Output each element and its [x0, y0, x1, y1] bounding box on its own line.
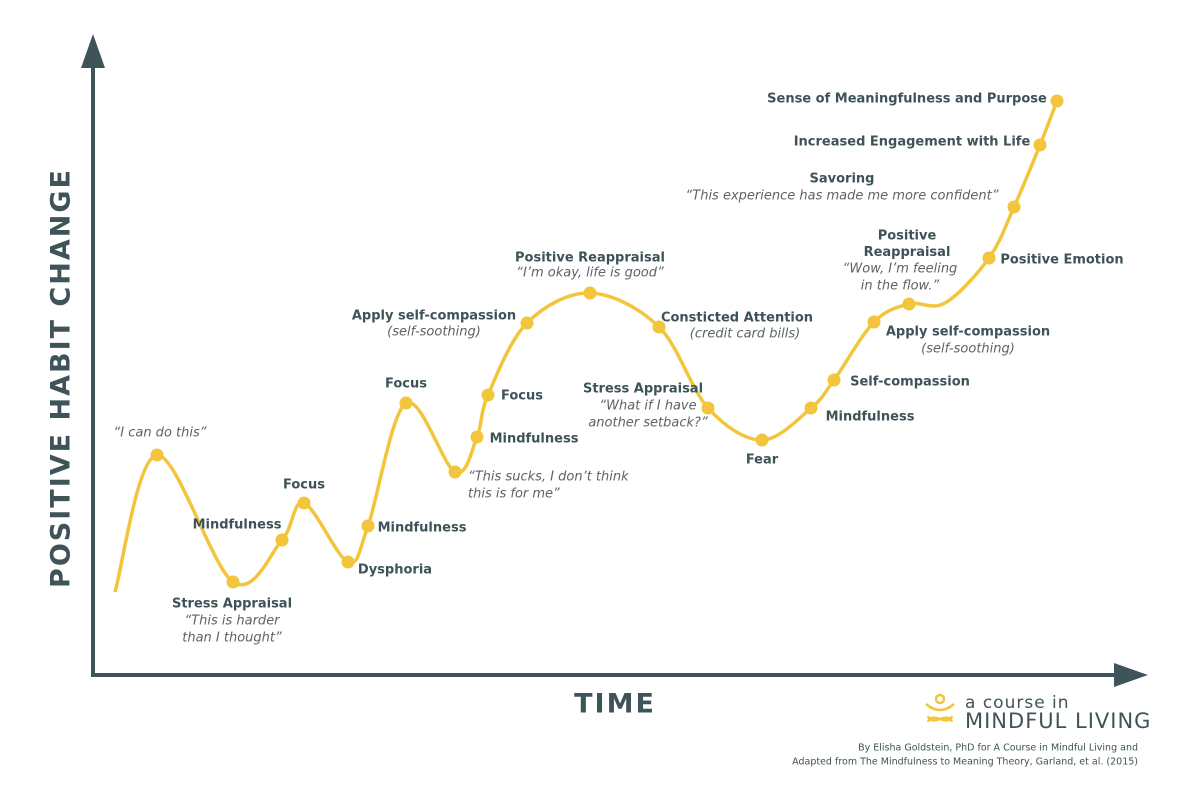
- node-label: Apply self-compassion: [352, 309, 516, 324]
- node-dot: [150, 448, 164, 462]
- node-label: Fear: [746, 453, 779, 468]
- node-label: Focus: [501, 389, 543, 404]
- node-note: this is for me”: [468, 487, 560, 502]
- node-note: “This is harder: [184, 614, 281, 629]
- node-label: Mindfulness: [490, 432, 579, 447]
- node-label: Reappraisal: [864, 245, 951, 260]
- x-arrow: [1114, 663, 1148, 687]
- credit-line: By Elisha Goldstein, PhD for A Course in…: [858, 743, 1138, 754]
- node-dot: [275, 533, 289, 547]
- node-label: Mindfulness: [378, 521, 467, 536]
- node-dot: [297, 496, 311, 510]
- node-dot: [520, 316, 534, 330]
- node-dot: [701, 401, 715, 415]
- node-note: (self-soothing): [921, 342, 1015, 357]
- logo-line1: a course in: [965, 693, 1070, 713]
- node-note: “I’m okay, life is good”: [516, 266, 664, 281]
- habit-curve: [113, 100, 1059, 593]
- node-dot: [1050, 94, 1064, 108]
- node-label: Positive Reappraisal: [515, 251, 665, 266]
- logo-line2: MINDFUL LIVING: [965, 709, 1151, 733]
- node-dot: [1033, 138, 1047, 152]
- node-dot: [982, 251, 996, 265]
- node-label: Focus: [385, 377, 427, 392]
- node-label: Focus: [283, 478, 325, 493]
- node-dot: [448, 465, 462, 479]
- node-label: Savoring: [810, 172, 875, 187]
- node-label: Positive Emotion: [1000, 253, 1123, 268]
- x-axis-label: TIME: [574, 689, 656, 720]
- node-dot: [361, 519, 375, 533]
- node-label: Self-compassion: [850, 375, 970, 390]
- node-label: Apply self-compassion: [886, 325, 1050, 340]
- node-label: Positive: [878, 229, 937, 244]
- node-note: in the flow.”: [861, 279, 940, 294]
- node-label: Mindfulness: [193, 518, 282, 533]
- node-note: another setback?”: [588, 416, 708, 431]
- node-label: Consticted Attention: [661, 311, 813, 326]
- node-dot: [755, 433, 769, 447]
- node-label: Dysphoria: [358, 563, 432, 578]
- credit-line: Adapted from The Mindfulness to Meaning …: [792, 757, 1138, 768]
- node-label: Stress Appraisal: [172, 597, 292, 612]
- node-note: (self-soothing): [387, 325, 481, 340]
- node-note: “This experience has made me more confid…: [686, 189, 999, 204]
- node-dot: [583, 286, 597, 300]
- node-dot: [827, 373, 841, 387]
- node-dot: [652, 320, 666, 334]
- y-axis-label: POSITIVE HABIT CHANGE: [46, 168, 77, 588]
- logo-icon: [925, 693, 955, 723]
- node-dot: [226, 575, 240, 589]
- node-dot: [470, 430, 484, 444]
- node-dot: [1007, 200, 1021, 214]
- node-note: “Wow, I’m feeling: [843, 262, 958, 277]
- node-dot: [341, 555, 355, 569]
- node-label: Mindfulness: [826, 410, 915, 425]
- node-dot: [867, 315, 881, 329]
- node-label: Stress Appraisal: [583, 382, 703, 397]
- node-label: Increased Engagement with Life: [794, 135, 1031, 150]
- node-note: “What if I have: [599, 399, 696, 414]
- node-note: “I can do this”: [114, 426, 207, 441]
- node-note: (credit card bills): [690, 327, 800, 342]
- y-arrow: [81, 34, 105, 68]
- node-dot: [902, 297, 916, 311]
- node-label: Sense of Meaningfulness and Purpose: [767, 92, 1047, 107]
- node-dot: [481, 388, 495, 402]
- node-dot: [399, 396, 413, 410]
- node-note: than I thought”: [182, 631, 282, 646]
- node-dot: [804, 401, 818, 415]
- node-note: “This sucks, I don’t think: [468, 470, 629, 485]
